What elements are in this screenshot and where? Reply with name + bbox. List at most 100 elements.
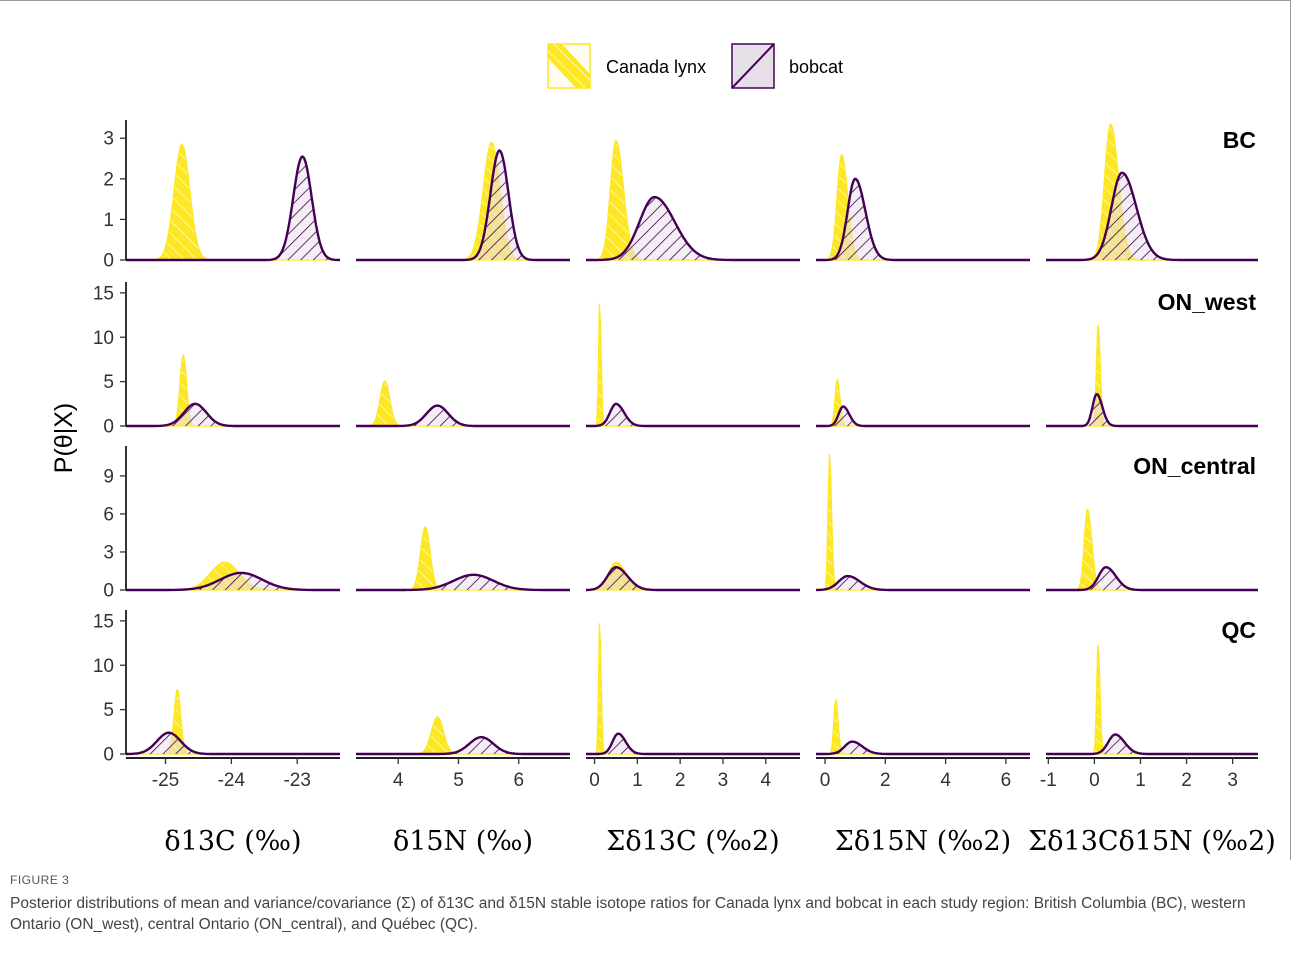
y-tick-label: 0 [103, 745, 114, 766]
panels: BC ON_west ON_central QC [126, 123, 1258, 756]
density-lynx [356, 380, 570, 427]
posterior-density-chart: Canada lynx bobcat BCON_westON_centralQC … [50, 43, 1276, 857]
y-axis-ON_west: 0 5 10 15 [93, 282, 127, 438]
density-bobcat-outline [585, 566, 800, 592]
panel-ON_central-2 [585, 561, 800, 592]
panel-ON_west-3 [816, 379, 1030, 428]
panel-BC-4 [1046, 123, 1258, 262]
density-bobcat [1046, 567, 1258, 590]
x-axis-2: 0 1 2 3 4 Σδ13C (‰2) [586, 757, 800, 857]
figure-label: FIGURE 3 [10, 873, 70, 887]
density-bobcat-outline [816, 740, 1030, 756]
x-tick-label: -1 [1040, 770, 1057, 791]
density-lynx [586, 140, 800, 261]
density-bobcat-outline [356, 735, 570, 756]
density-bobcat-outline [1046, 392, 1258, 428]
x-tick-label: 6 [1001, 770, 1012, 791]
legend-label-bobcat: bobcat [789, 57, 843, 77]
panel-BC-2 [586, 140, 800, 262]
legend-key-bobcat-line [731, 43, 775, 89]
x-tick-label: 0 [589, 770, 600, 791]
x-tick-label: 0 [1089, 770, 1100, 791]
panel-ON_central-1 [356, 525, 570, 592]
density-bobcat [126, 572, 340, 590]
x-tick-label: 2 [1181, 770, 1192, 791]
y-tick-label: 10 [93, 656, 114, 677]
row-ON_west: ON_west [126, 289, 1258, 428]
panel-QC-4 [1046, 645, 1258, 756]
density-bobcat-outline [586, 402, 800, 428]
row-QC: QC [126, 617, 1258, 756]
x-tick-label: 4 [393, 770, 404, 791]
panel-ON_west-1 [356, 380, 570, 428]
x-tick-label: 2 [675, 770, 686, 791]
density-bobcat-outline [126, 731, 340, 756]
legend-item-lynx: Canada lynx [547, 43, 706, 89]
x-tick-label: 1 [1135, 770, 1146, 791]
x-tick-label: 3 [1227, 770, 1238, 791]
x-axis-3: 0 2 4 6 Σδ15N (‰2) [816, 757, 1030, 857]
density-bobcat-outline [815, 574, 1030, 592]
y-tick-label: 0 [103, 251, 114, 272]
density-bobcat [586, 197, 800, 260]
legend-item-bobcat: bobcat [731, 43, 843, 89]
density-bobcat-outline [1046, 171, 1258, 262]
y-tick-label: 15 [93, 611, 114, 632]
density-bobcat [126, 403, 340, 426]
x-tick-label: 4 [760, 770, 771, 791]
panel-ON_west-0 [126, 352, 340, 428]
y-tick-label: 0 [103, 581, 114, 602]
panel-ON_central-4 [1046, 508, 1258, 592]
density-lynx [816, 454, 1030, 591]
density-bobcat-outline [586, 195, 800, 262]
panel-QC-3 [816, 698, 1030, 756]
strip-label-ON_central: ON_central [1133, 453, 1256, 479]
x-tick-label: 1 [632, 770, 643, 791]
density-bobcat [126, 156, 340, 260]
panel-QC-0 [126, 689, 340, 756]
x-axis-title-4: Σδ13Cδ15N (‰2) [1028, 826, 1276, 857]
density-bobcat-outline [126, 154, 340, 262]
x-tick-label: 3 [718, 770, 729, 791]
x-tick-label: -24 [218, 770, 246, 791]
y-axis-QC: 0 5 10 15 [93, 610, 127, 766]
x-axis-title-0: δ13C (‰) [164, 826, 301, 857]
density-bobcat [816, 178, 1030, 260]
x-tick-label: -23 [283, 770, 310, 791]
row-BC: BC [126, 123, 1258, 262]
y-tick-label: 3 [103, 542, 114, 563]
density-bobcat [1046, 734, 1258, 754]
density-lynx [1046, 324, 1258, 427]
y-tick-label: 6 [103, 504, 114, 525]
density-bobcat-outline [356, 404, 570, 428]
panel-BC-3 [816, 153, 1030, 262]
density-bobcat [586, 733, 800, 754]
y-axis-BC: 0 1 2 3 [103, 120, 127, 272]
y-tick-label: 1 [103, 210, 114, 231]
y-tick-label: 5 [103, 372, 114, 393]
y-tick-label: 15 [93, 283, 114, 304]
top-border [0, 0, 1291, 1]
panel-ON_central-3 [815, 454, 1030, 592]
density-bobcat-outline [356, 148, 570, 262]
panel-ON_west-4 [1046, 324, 1258, 428]
density-lynx [356, 141, 570, 261]
density-lynx [126, 352, 340, 427]
density-bobcat [356, 737, 570, 754]
x-axis-title-3: Σδ15N (‰2) [835, 826, 1011, 857]
density-bobcat-outline [586, 732, 800, 756]
panel-BC-0 [126, 143, 340, 262]
density-bobcat [356, 150, 570, 260]
strip-label-QC: QC [1222, 617, 1257, 643]
x-axis-1: 4 5 6 δ15N (‰) [356, 757, 570, 857]
legend-label-lynx: Canada lynx [606, 57, 706, 77]
panel-QC-1 [356, 715, 570, 756]
x-tick-label: -25 [152, 770, 179, 791]
density-bobcat [816, 576, 1030, 590]
density-bobcat-outline [126, 402, 340, 428]
density-bobcat [356, 574, 570, 590]
x-axis-4: -1 0 1 2 3 Σδ13Cδ15N (‰2) [1028, 757, 1276, 857]
panel-QC-2 [586, 623, 800, 756]
x-tick-label: 5 [453, 770, 464, 791]
